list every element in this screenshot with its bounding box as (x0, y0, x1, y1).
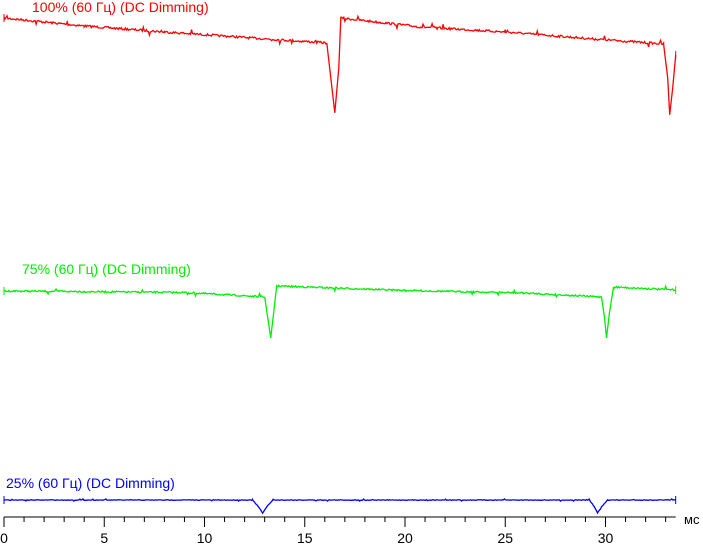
series-label-100: 100% (60 Гц) (DC Dimming) (32, 0, 209, 15)
x-tick-label: 30 (598, 530, 614, 546)
x-tick-label: 0 (0, 530, 8, 546)
x-axis-label: мс (684, 512, 700, 527)
x-tick-label: 15 (297, 530, 313, 546)
x-tick-label: 25 (497, 530, 513, 546)
series-label-75: 75% (60 Гц) (DC Dimming) (22, 261, 191, 277)
series-line-1 (4, 285, 676, 338)
x-tick-label: 5 (100, 530, 108, 546)
series-line-2 (4, 499, 676, 513)
series-label-25: 25% (60 Гц) (DC Dimming) (6, 475, 175, 491)
x-axis: 0 5 10 15 20 25 30 (0, 517, 676, 546)
x-tick-label: 20 (397, 530, 413, 546)
series-line-0 (4, 16, 676, 115)
x-tick-label: 10 (197, 530, 213, 546)
